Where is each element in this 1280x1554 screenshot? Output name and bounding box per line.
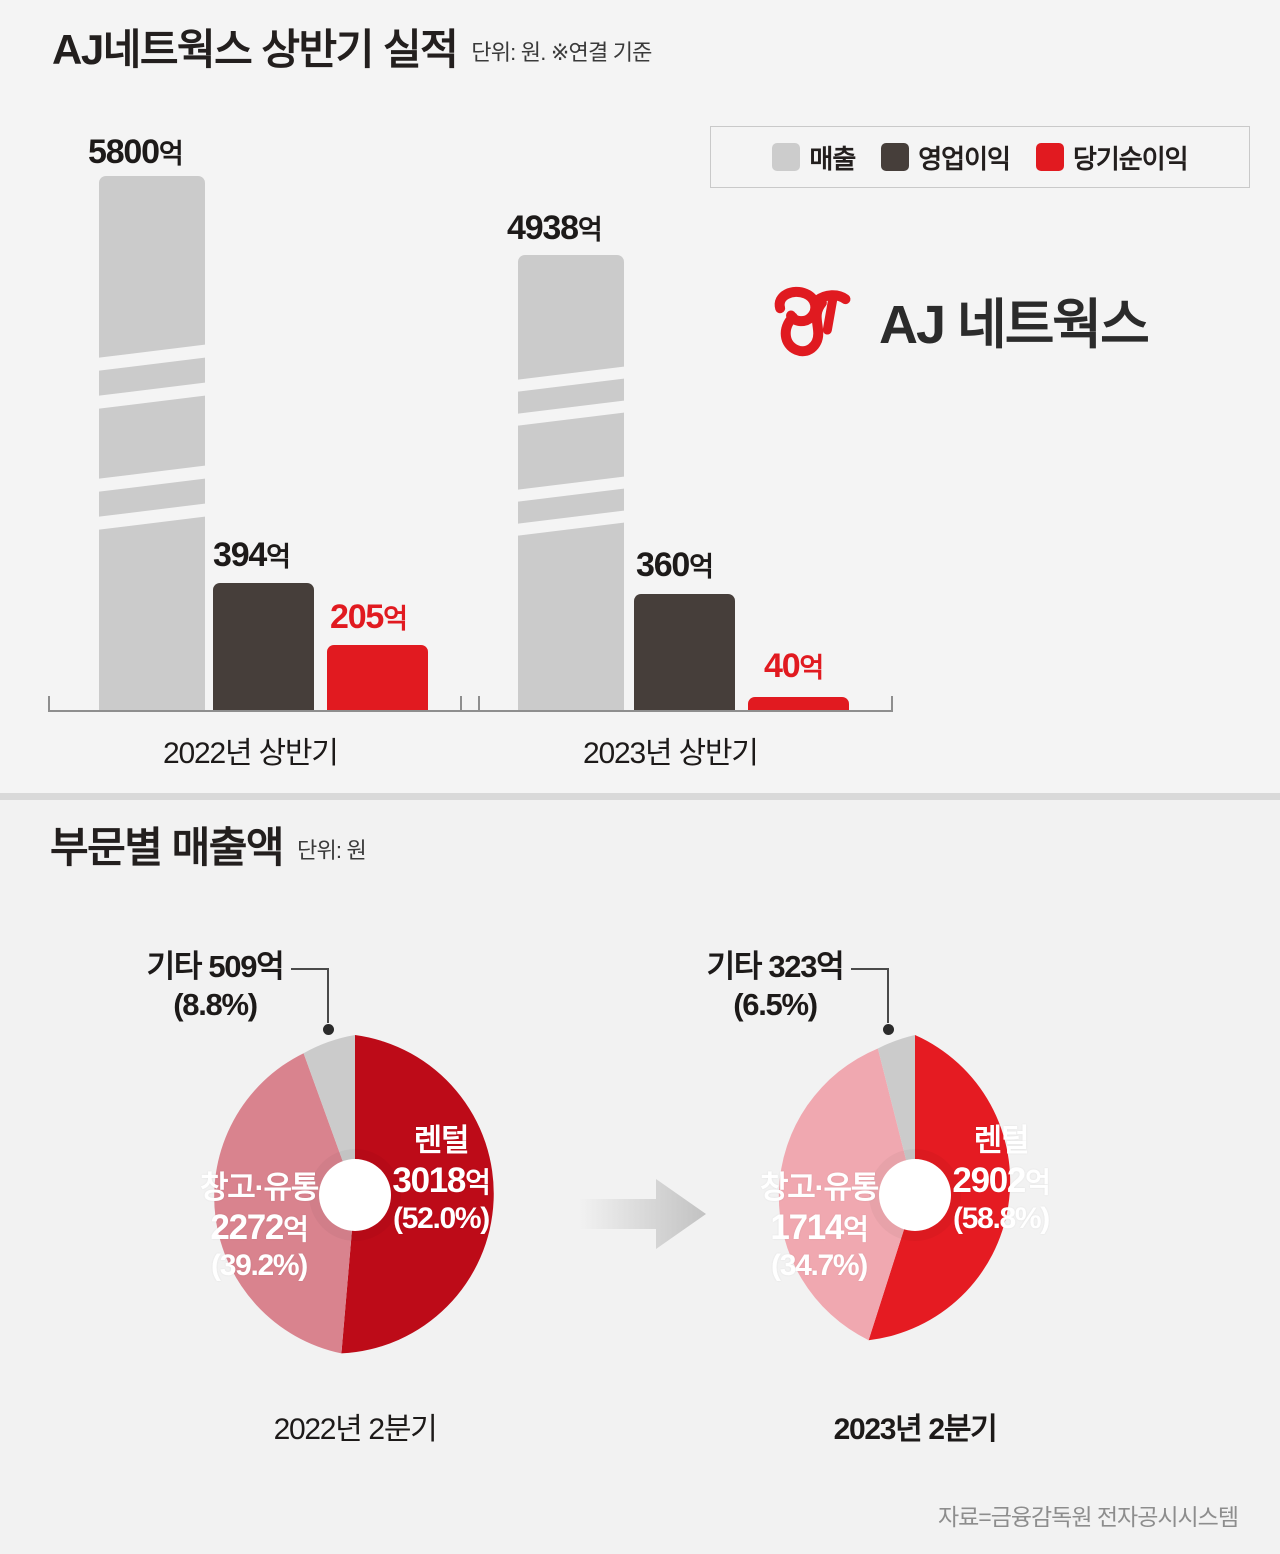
pie-2022-callout-other: 기타 509억 (8.8%): [100, 948, 330, 1024]
bar-chart-legend: 매출 영업이익 당기순이익: [710, 126, 1250, 188]
pie-slice-other: [877, 1035, 915, 1195]
source-note: 자료=금융감독원 전자공시시스템: [937, 1504, 1239, 1530]
legend-item-operating-profit: 영업이익: [881, 139, 1011, 176]
bar-break-slash: [93, 502, 213, 531]
pie-2022-rental-value: 3018억: [392, 1160, 490, 1200]
pie-slice-warehouse: [778, 1048, 915, 1341]
pie-2023-other-label: 기타 323억: [706, 949, 845, 984]
pie-2023-label-rental: 렌털 2902억 (58.8%): [926, 1123, 1076, 1236]
pie-2022-warehouse-name: 창고·유통: [200, 1170, 319, 1205]
bar-group-label-2023: 2023년 상반기: [583, 737, 759, 770]
bar-break-slash: [512, 365, 632, 393]
pie-chart-2022: 렌털 3018억 (52.0%) 창고·유통 2272억 (39.2%) 202…: [190, 1030, 520, 1446]
pie-2022-warehouse-pct: (39.2%): [211, 1248, 308, 1282]
pie-2023-callout-line-v: [887, 968, 889, 1023]
pie-slice-other: [303, 1035, 355, 1195]
bar-value-2023-operating-profit: 360억: [636, 546, 714, 584]
bar-group-label-2022: 2022년 상반기: [163, 737, 339, 770]
pie-2022-rental-name: 렌털: [413, 1123, 470, 1158]
pie-center-hole: [879, 1159, 951, 1231]
bar-2022-revenue: [93, 176, 213, 711]
pie-2023-svg: [778, 1035, 1011, 1341]
section2-header: 부문별 매출액 단위: 원: [50, 824, 367, 871]
pie-2023-warehouse-name: 창고·유통: [760, 1170, 879, 1205]
bar-break-slash: [93, 343, 213, 372]
bar-2022-operating-profit: [213, 583, 314, 711]
pie-2022-rental-pct: (52.0%): [393, 1201, 490, 1235]
pie-2023-callout-other: 기타 323억 (6.5%): [660, 948, 890, 1024]
pie-slice-warehouse: [214, 1053, 355, 1354]
section1-unit-note: 단위: 원. ※연결 기준: [471, 40, 652, 66]
bar-2022-net-income: [327, 645, 428, 711]
bar-2023-net-income: [748, 697, 849, 711]
bar-break-slash: [512, 399, 632, 427]
pie-2023-caption: 2023년 2분기: [833, 1413, 998, 1446]
pie-2022-label-rental: 렌털 3018억 (52.0%): [366, 1123, 516, 1236]
section-performance: AJ네트웍스 상반기 실적 단위: 원. ※연결 기준 매출 영업이익 당기순이…: [0, 0, 1280, 770]
axis-tick-right: [891, 696, 893, 712]
page-title: AJ네트웍스 상반기 실적: [52, 26, 459, 73]
legend-item-revenue: 매출: [772, 139, 856, 176]
pie-2022-callout-line-v: [327, 968, 329, 1023]
bar-chart-baseline: [48, 710, 893, 712]
pie-2022-callout-dot: [323, 1024, 334, 1035]
transition-arrow-icon: [578, 1179, 706, 1249]
pie-slice-rental: [341, 1035, 494, 1354]
legend-swatch-revenue: [772, 143, 801, 171]
pie-2022-other-pct: (8.8%): [173, 986, 258, 1022]
section-segment-revenue: [0, 800, 1280, 1554]
pie-2023-label-warehouse: 창고·유통 1714억 (34.7%): [724, 1170, 914, 1283]
bar-break-slash: [512, 509, 632, 537]
legend-label-operating-profit: 영업이익: [918, 143, 1011, 174]
bar-value-2022-revenue: 5800억: [88, 133, 184, 171]
pie-center-hole: [319, 1159, 391, 1231]
aj-logo-wordmark: AJ 네트웍스: [879, 295, 1150, 355]
section1-header: AJ네트웍스 상반기 실적 단위: 원. ※연결 기준: [52, 26, 652, 73]
pie-2023-warehouse-value: 1714억: [770, 1207, 868, 1247]
bar-value-2022-operating-profit: 394억: [213, 536, 291, 574]
legend-swatch-operating-profit: [881, 143, 910, 171]
bar-2023-operating-profit: [634, 594, 735, 711]
pie-2023-callout-line-h: [851, 968, 889, 970]
pie-2022-graphic: [190, 1030, 520, 1360]
bar-value-2022-net-income: 205억: [330, 598, 408, 636]
axis-tick-mid-left: [460, 696, 462, 712]
aj-logo-mark-icon: [774, 286, 851, 356]
pie-2023-rental-pct: (58.8%): [953, 1201, 1050, 1235]
pie-2022-other-label: 기타 509억: [146, 949, 285, 984]
section-divider: [0, 793, 1280, 800]
axis-tick-mid-right: [478, 696, 480, 712]
pie-2023-other-pct: (6.5%): [733, 986, 818, 1022]
bar-value-2023-revenue: 4938억: [507, 209, 603, 247]
pie-2022-caption: 2022년 2분기: [273, 1413, 438, 1446]
legend-item-net-income: 당기순이익: [1035, 139, 1189, 176]
bar-break-slash: [512, 475, 632, 503]
legend-label-revenue: 매출: [809, 143, 856, 174]
legend-swatch-net-income: [1035, 143, 1064, 171]
pie-2022-callout-line-h: [291, 968, 329, 970]
pie-2022-svg: [214, 1035, 494, 1354]
pie-2023-warehouse-pct: (34.7%): [771, 1248, 868, 1282]
pie-2023-rental-name: 렌털: [973, 1123, 1030, 1158]
axis-tick-left: [48, 696, 50, 712]
bar-plot-area: 5800억 394억 205억 4938억: [0, 0, 1280, 711]
bar-break-slash: [93, 464, 213, 493]
bar-chart: 5800억 394억 205억 4938억: [0, 0, 1280, 770]
bar-value-2023-net-income: 40억: [764, 647, 824, 685]
bar-break-slash: [93, 381, 213, 410]
pie-2023-rental-value: 2902억: [952, 1160, 1050, 1200]
pie-2022-warehouse-value: 2272억: [210, 1207, 308, 1247]
legend-label-net-income: 당기순이익: [1072, 143, 1189, 174]
pie-2022-label-warehouse: 창고·유통 2272억 (39.2%): [164, 1170, 354, 1283]
bar-2023-revenue: [512, 255, 632, 711]
section2-unit-note: 단위: 원: [297, 838, 367, 864]
pie-2023-callout-dot: [883, 1024, 894, 1035]
pie-chart-2023: 렌털 2902억 (58.8%) 창고·유통 1714억 (34.7%) 202…: [750, 1030, 1080, 1446]
section2-title: 부문별 매출액: [50, 824, 285, 871]
pie-2023-graphic: [750, 1030, 1080, 1360]
aj-networks-logo: AJ 네트웍스: [765, 280, 1150, 359]
